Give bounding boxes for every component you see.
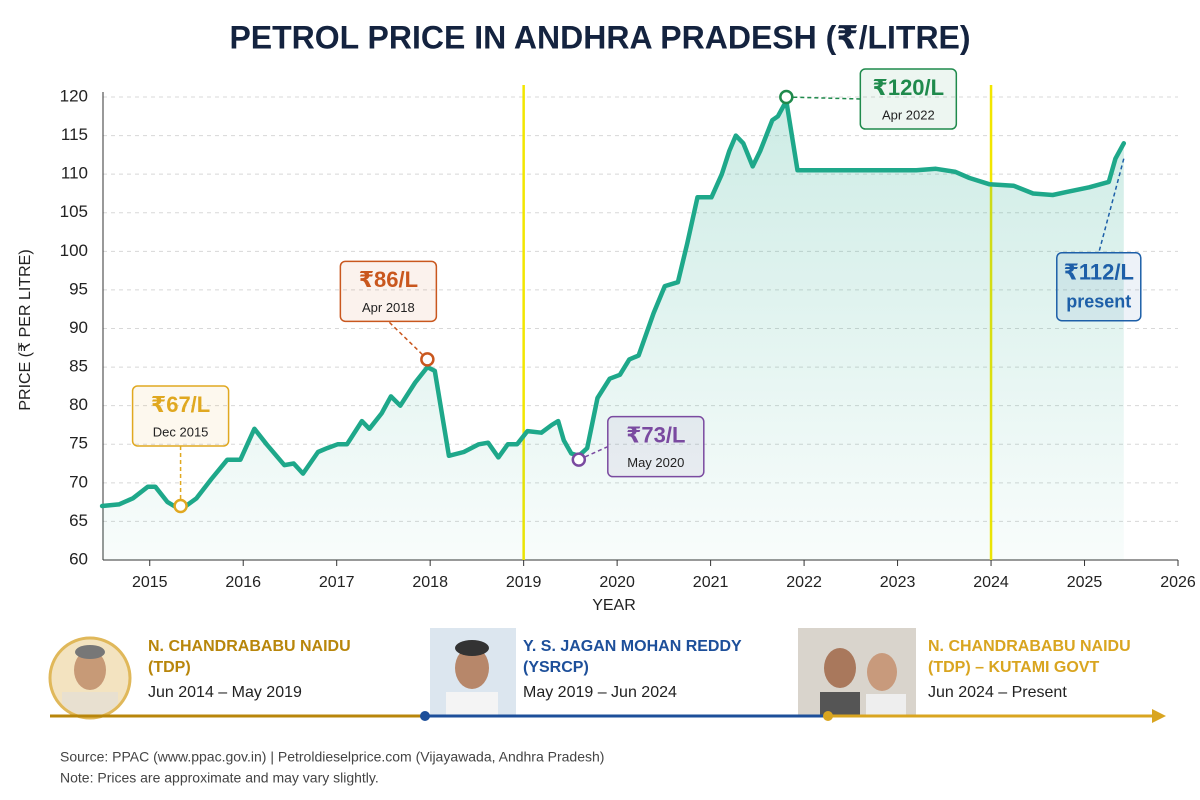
annotation-label: ₹73/L [626, 422, 685, 447]
x-tick-label: 2019 [506, 574, 542, 591]
x-tick-label: 2026 [1160, 574, 1196, 591]
annotation-leader [387, 320, 428, 360]
source-text: Source: PPAC (www.ppac.gov.in) | Petrold… [60, 749, 604, 765]
annotation-marker [571, 452, 587, 467]
timeline-dot [420, 711, 430, 721]
annotation-box [607, 415, 705, 478]
y-tick-label: 80 [69, 395, 88, 414]
timeline-arrow [1152, 709, 1166, 723]
y-tick-label: 85 [69, 357, 88, 376]
annotation-box [131, 385, 230, 447]
y-tick-label: 60 [69, 549, 88, 568]
price-line [99, 98, 1127, 513]
annotation-leader [786, 96, 861, 100]
annotation-label: ₹120/L [873, 75, 945, 100]
y-tick-label: 100 [60, 241, 88, 260]
annotation-marker [779, 89, 794, 105]
x-tick-label: 2022 [786, 574, 822, 591]
gov-period: May 2019 – Jun 2024 [523, 684, 677, 701]
y-axis-title: PRICE (₹ PER LITRE) [17, 249, 34, 410]
annotation-box [1056, 251, 1142, 322]
gov-period: Jun 2024 – Present [928, 684, 1067, 701]
annotation-note: present [1066, 291, 1131, 311]
y-tick-label: 115 [61, 125, 88, 144]
area-fill [102, 100, 1124, 561]
x-tick-label: 2023 [880, 574, 916, 591]
gov-period: Jun 2014 – May 2019 [148, 684, 302, 701]
annotation-label: ₹67/L [151, 392, 210, 417]
annotation-box [339, 260, 438, 323]
x-tick-label: 2018 [412, 574, 448, 591]
annotation-note: Apr 2022 [882, 107, 935, 122]
y-tick-label: 120 [60, 86, 88, 105]
gov-party: (TDP) [148, 659, 191, 676]
y-tick-label: 70 [69, 472, 88, 491]
timeline-dot [823, 711, 833, 721]
y-tick-label: 65 [69, 511, 88, 530]
annotation-box [859, 68, 958, 130]
x-tick-label: 2015 [132, 574, 168, 591]
annotation-leader [1098, 158, 1125, 253]
annotation-label: ₹112/L [1064, 260, 1134, 285]
annotation-leader [578, 445, 609, 461]
annotation-note: Apr 2018 [362, 300, 415, 315]
gov-name: N. CHANDRABABU NAIDU [928, 638, 1131, 655]
x-tick-label: 2025 [1067, 574, 1103, 591]
y-tick-label: 75 [69, 434, 88, 453]
note-text: Note: Prices are approximate and may var… [60, 770, 379, 786]
x-tick-label: 2017 [319, 574, 355, 591]
x-axis-title: YEAR [592, 597, 636, 614]
annotation-note: May 2020 [627, 455, 684, 470]
photo-2 [430, 628, 516, 716]
gov-name: Y. S. JAGAN MOHAN REDDY [523, 638, 742, 655]
gov-party: (TDP) – KUTAMI GOVT [928, 659, 1099, 676]
annotation-marker [173, 498, 188, 514]
x-tick-label: 2021 [693, 574, 729, 591]
y-tick-label: 110 [61, 164, 88, 183]
photo-3 [798, 628, 916, 716]
x-tick-label: 2020 [599, 574, 635, 591]
y-tick-label: 90 [69, 318, 88, 337]
photo-1 [48, 636, 132, 720]
chart-title: PETROL PRICE IN ANDHRA PRADESH (₹/LITRE) [229, 19, 970, 55]
gov-name: N. CHANDRABABU NAIDU [148, 638, 351, 655]
y-tick-label: 105 [60, 202, 88, 221]
annotation-marker [420, 352, 435, 367]
gov-party: (YSRCP) [523, 659, 589, 676]
annotation-note: Dec 2015 [153, 424, 209, 439]
y-tick-label: 95 [69, 279, 88, 298]
x-tick-label: 2024 [973, 574, 1009, 591]
annotation-label: ₹86/L [359, 267, 418, 292]
x-tick-label: 2016 [225, 574, 261, 591]
